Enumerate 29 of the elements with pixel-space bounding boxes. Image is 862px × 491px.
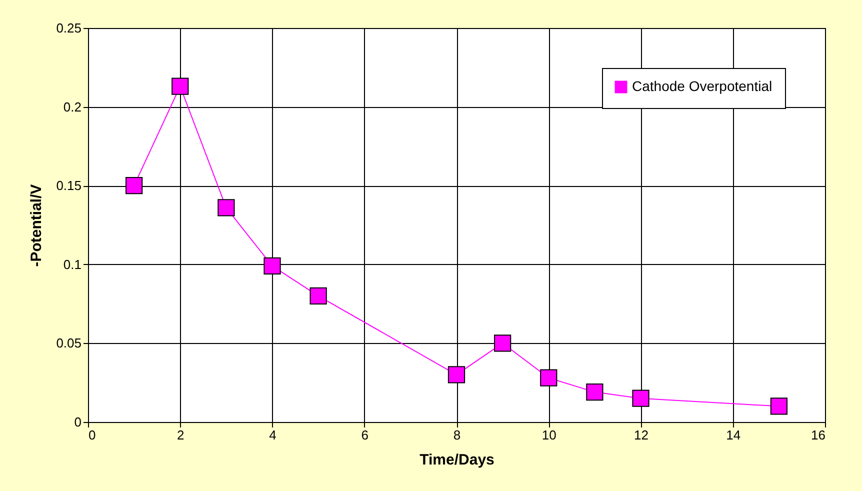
point [218, 199, 235, 216]
x-tick-label: 0 [88, 428, 96, 442]
point [448, 366, 466, 384]
y-tick-label: 0 [74, 414, 82, 430]
x-tick-label: 8 [453, 428, 461, 442]
y-tick-label: 0.2 [63, 99, 82, 114]
y-tick-label: 0.15 [56, 178, 82, 194]
point [586, 383, 604, 401]
point [126, 177, 143, 194]
x-tick-label: 10 [542, 428, 556, 442]
x-axis-title: Time/Days [420, 452, 494, 468]
x-tick-label: 16 [811, 428, 826, 442]
x-tick-label: 6 [361, 428, 368, 442]
point [540, 369, 558, 386]
legend-label: Cathode Overpotential [632, 78, 772, 94]
y-axis-title: -Potential/V [28, 184, 46, 267]
x-tick-label: 12 [634, 428, 648, 442]
y-tick-label: 0.1 [63, 256, 82, 272]
point [172, 78, 189, 95]
point [494, 334, 512, 352]
x-tick-label: 4 [269, 428, 276, 442]
x-tick-label: 14 [726, 428, 741, 442]
point [632, 390, 650, 407]
point [310, 287, 327, 304]
y-tick-label: 0.05 [56, 336, 82, 351]
y-tick-label: 0.25 [56, 20, 82, 36]
point [264, 257, 281, 275]
point [770, 398, 788, 415]
x-tick-label: 2 [177, 428, 184, 442]
